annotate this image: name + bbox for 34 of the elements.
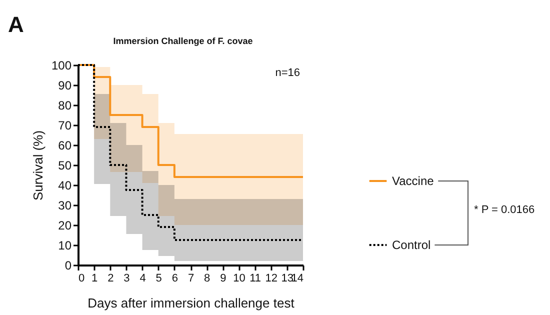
x-tick-label: 7: [188, 272, 194, 284]
x-tick-label: 2: [108, 272, 114, 284]
text: A: [8, 12, 24, 37]
x-tick-label: 0: [78, 272, 85, 284]
x-tick-label: 11: [250, 272, 261, 284]
x-tick-label: 14: [291, 272, 304, 284]
y-tick-label: 70: [58, 118, 72, 132]
y-tick-label: 10: [58, 238, 72, 252]
text: * P = 0.0166: [474, 204, 535, 216]
legend-label: Control: [392, 238, 431, 252]
chart-title: Immersion Challenge of F. covae: [113, 36, 253, 46]
annotation: n=16: [275, 67, 300, 79]
x-axis-title: Days after immersion challenge test: [88, 296, 295, 310]
y-tick-label: 20: [58, 218, 72, 232]
x-tick-label: 4: [140, 272, 146, 284]
y-tick-label: 30: [58, 198, 72, 212]
y-axis-title: Survival (%): [30, 130, 46, 201]
y-tick-label: 80: [58, 98, 72, 112]
x-tick-label: 5: [156, 272, 162, 284]
x-tick-label: 13: [281, 272, 294, 284]
x-tick-label: 3: [124, 272, 130, 284]
x-tick-label: 12: [265, 272, 278, 284]
x-tick-label: 6: [172, 272, 178, 284]
y-tick-label: 50: [58, 158, 72, 172]
x-tick-label: 8: [204, 272, 210, 284]
y-tick-label: 60: [58, 138, 72, 152]
legend-label: Vaccine: [392, 174, 434, 188]
y-tick-label: 40: [58, 178, 72, 192]
x-tick-label: 1: [92, 272, 98, 284]
y-tick-label: 0: [64, 258, 72, 272]
y-tick-label: 100: [51, 58, 72, 72]
x-tick-label: 10: [233, 272, 246, 284]
y-tick-label: 90: [58, 78, 72, 92]
x-tick-label: 9: [220, 272, 226, 284]
